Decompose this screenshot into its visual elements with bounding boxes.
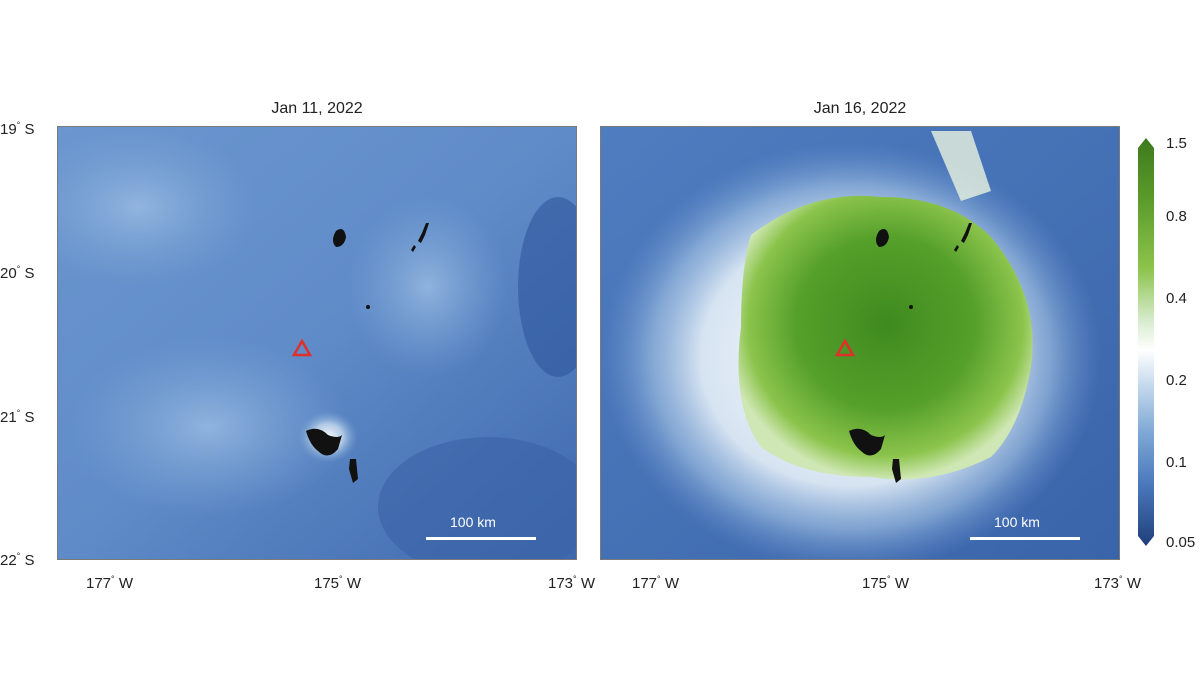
colorbar-svg — [1138, 138, 1154, 546]
colorbar-tick-label: 0.05 — [1166, 534, 1196, 551]
colorbar-tick-label: 0.2 — [1166, 372, 1187, 389]
island-dot — [366, 305, 370, 309]
colorbar-gradient — [1138, 138, 1154, 546]
island-south — [892, 459, 901, 483]
lon-deg: 175 — [314, 575, 340, 592]
panel-title-left: Jan 11, 2022 — [271, 100, 363, 117]
panel-title-right: Jan 16, 2022 — [813, 100, 907, 117]
lat-hem: S — [24, 552, 35, 569]
degree-sign: ° — [657, 574, 661, 584]
map-right-svg — [601, 127, 1119, 559]
lat-label-22s: 22° S — [0, 551, 34, 569]
lat-hem: S — [24, 409, 35, 426]
map-panel-left — [57, 126, 577, 560]
lat-label-21s: 21° S — [0, 408, 34, 426]
degree-sign: ° — [111, 574, 115, 584]
scale-bar-right — [970, 537, 1080, 540]
scale-bar-label-left: 100 km — [450, 514, 496, 530]
lat-hem: S — [24, 265, 35, 282]
degree-sign: ° — [573, 574, 577, 584]
island-dot — [909, 305, 913, 309]
degree-sign: ° — [16, 551, 21, 561]
colorbar — [1138, 138, 1154, 546]
lon-deg: 177 — [632, 575, 658, 592]
dark-patch — [518, 197, 576, 377]
island-main — [306, 428, 342, 456]
lat-hem: S — [24, 121, 35, 138]
lon-label-173w-left: 173° W — [548, 574, 595, 592]
volcano-marker-icon — [291, 338, 313, 357]
degree-sign: ° — [16, 120, 21, 130]
island — [333, 229, 346, 247]
volcano-marker-icon — [834, 338, 856, 357]
lon-label-177w-right: 177° W — [632, 574, 679, 592]
island-chain — [961, 223, 972, 243]
degree-sign: ° — [16, 264, 21, 274]
degree-sign: ° — [339, 574, 343, 584]
lon-label-175w-right: 175° W — [862, 574, 909, 592]
light-patch — [58, 127, 258, 287]
lon-deg: 173 — [1094, 575, 1120, 592]
island-chain — [411, 245, 416, 252]
scale-bar-label-right: 100 km — [994, 514, 1040, 530]
island-main — [849, 428, 885, 456]
degree-sign: ° — [887, 574, 891, 584]
colorbar-tick-label: 1.5 — [1166, 135, 1187, 152]
map-left-svg — [58, 127, 576, 559]
lon-label-173w-right: 173° W — [1094, 574, 1141, 592]
light-patch — [348, 197, 508, 377]
colorbar-tick-label: 0.1 — [1166, 454, 1187, 471]
colorbar-tick-label: 0.8 — [1166, 208, 1187, 225]
island — [876, 229, 889, 247]
lon-hem: W — [1126, 575, 1141, 592]
lon-hem: W — [346, 575, 361, 592]
lon-hem: W — [894, 575, 909, 592]
lon-deg: 177 — [86, 575, 112, 592]
lat-deg: 19 — [0, 121, 17, 138]
lat-deg: 22 — [0, 552, 17, 569]
lon-label-175w-left: 175° W — [314, 574, 361, 592]
island-south — [349, 459, 358, 483]
lat-label-19s: 19° S — [0, 120, 34, 138]
island-chain — [418, 223, 429, 243]
map-panel-right — [600, 126, 1120, 560]
lat-deg: 21 — [0, 409, 17, 426]
light-patch — [68, 337, 348, 517]
lon-deg: 175 — [862, 575, 888, 592]
colorbar-tick-label: 0.4 — [1166, 290, 1187, 307]
lon-hem: W — [664, 575, 679, 592]
plume-tail — [931, 131, 991, 201]
lat-deg: 20 — [0, 265, 17, 282]
scale-bar-left — [426, 537, 536, 540]
ash-plume — [738, 195, 1033, 480]
lon-label-177w-left: 177° W — [86, 574, 133, 592]
island-chain — [954, 245, 959, 252]
lon-deg: 173 — [548, 575, 574, 592]
lon-hem: W — [580, 575, 595, 592]
lat-label-20s: 20° S — [0, 264, 34, 282]
degree-sign: ° — [16, 408, 21, 418]
degree-sign: ° — [1119, 574, 1123, 584]
lon-hem: W — [118, 575, 133, 592]
dark-patch — [378, 437, 576, 559]
